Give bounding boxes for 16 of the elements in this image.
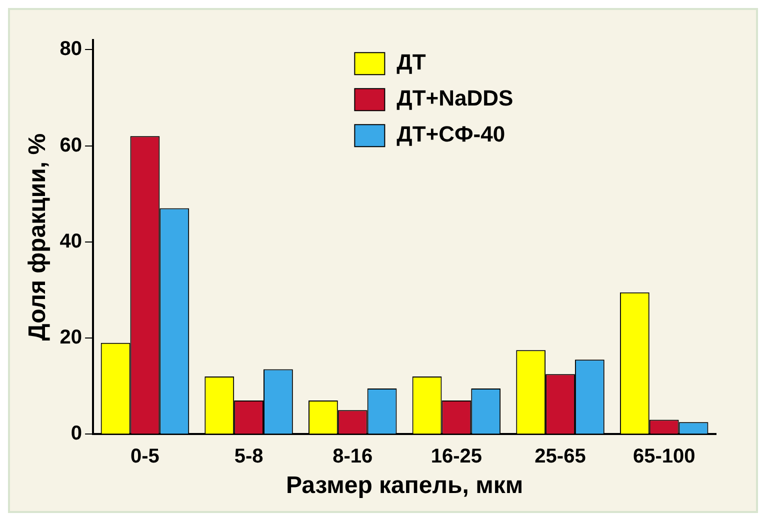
y-axis-title: Доля фракции, % — [24, 133, 52, 341]
x-tick-label: 65-100 — [632, 446, 696, 468]
x-tick-label: 5-8 — [234, 446, 264, 468]
legend-label: ДТ+СФ-40 — [396, 122, 506, 147]
y-tick-label: 20 — [60, 326, 82, 349]
x-tick-label: 25-65 — [534, 446, 586, 468]
x-tick-label: 0-5 — [130, 446, 160, 468]
y-tick-label: 40 — [60, 230, 82, 252]
y-tick-label: 60 — [60, 134, 82, 156]
legend-label: ДТ — [396, 50, 426, 75]
x-axis-title: Размер капель, мкм — [286, 472, 524, 500]
legend-label: ДТ+NaDDS — [396, 86, 514, 111]
y-tick-label: 0 — [70, 422, 82, 445]
x-tick-label: 8-16 — [332, 446, 373, 468]
y-tick-label: 80 — [60, 38, 82, 60]
x-tick-label: 16-25 — [430, 446, 482, 468]
